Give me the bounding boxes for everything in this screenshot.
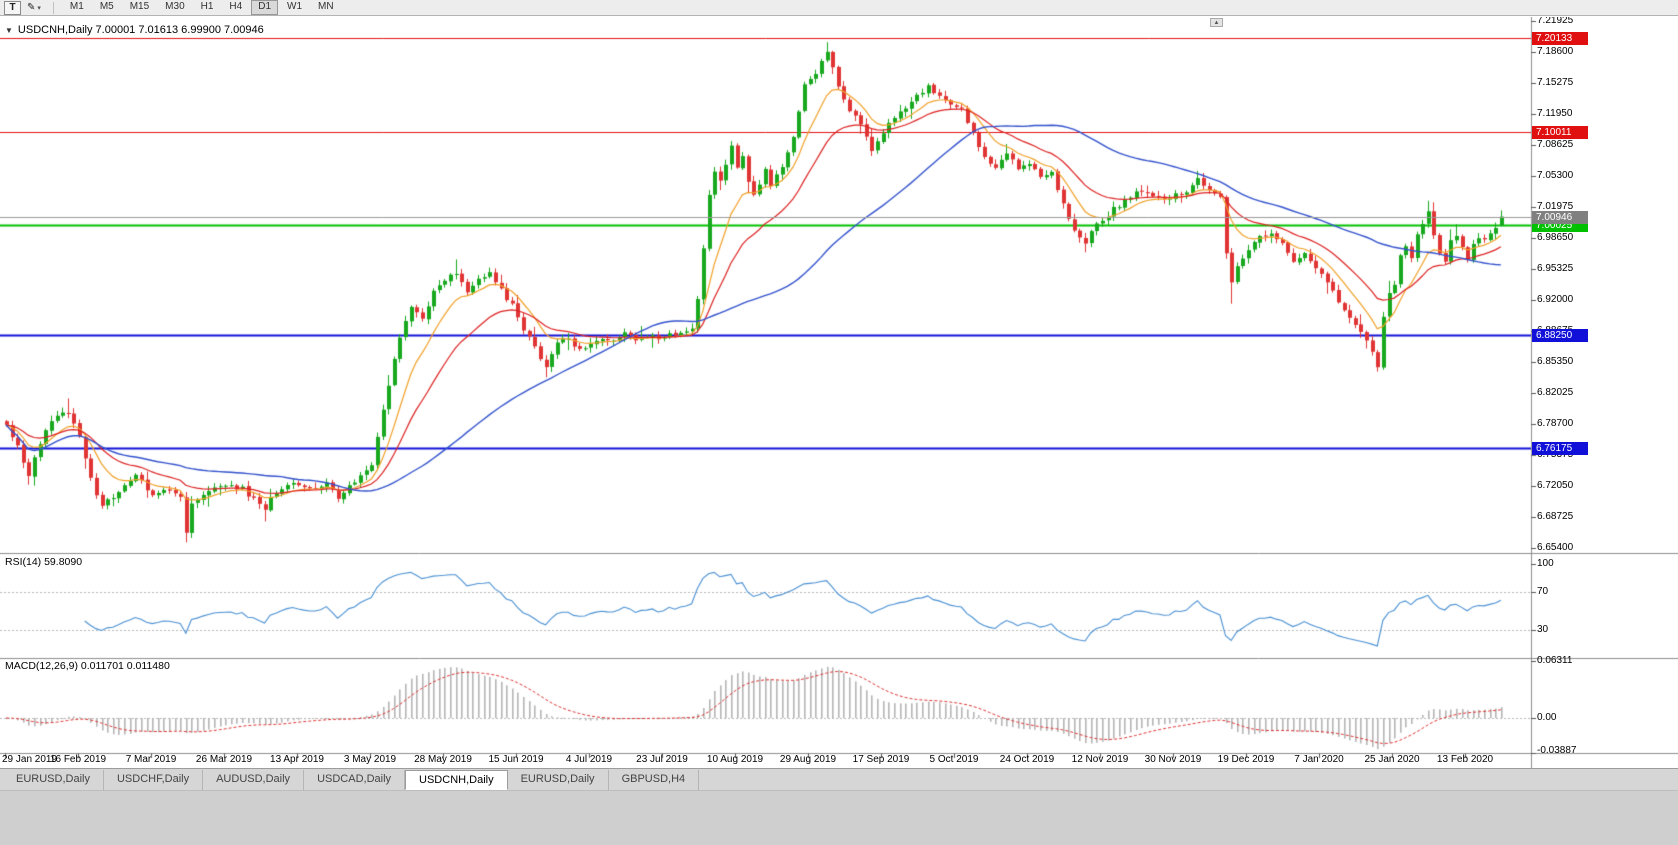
rsi-level-label: 30	[1537, 624, 1549, 635]
tab-6-gbpusd-h4[interactable]: GBPUSD,H4	[609, 770, 700, 790]
date-label: 30 Nov 2019	[1144, 754, 1202, 765]
symbol-ohlc-label: USDCNH,Daily 7.00001 7.01613 6.99900 7.0…	[17, 24, 264, 36]
rsi-level-label: 70	[1537, 586, 1549, 597]
price-tick-label: 6.95325	[1537, 263, 1574, 274]
one-click-trading-arrow-icon[interactable]: ▼	[5, 25, 13, 35]
pencil-icon: ✎	[27, 2, 36, 13]
toolbar-separator	[52, 1, 54, 14]
date-label: 3 May 2019	[343, 754, 397, 765]
toolbar: T ✎ ▾ M1 M5 M15 M30 H1 H4 D1 W1 MN	[0, 0, 1678, 16]
tab-5-eurusd-daily[interactable]: EURUSD,Daily	[508, 770, 609, 790]
dropdown-caret-icon: ▾	[37, 4, 41, 12]
date-label: 23 Jul 2019	[636, 754, 688, 765]
draw-tool-button[interactable]: ✎ ▾	[24, 2, 44, 13]
date-label: 29 Aug 2019	[779, 754, 837, 765]
timeframe-group: M1 M5 M15 M30 H1 H4 D1 W1 MN	[63, 0, 341, 15]
price-tag-support-lower[interactable]: 6.76175	[1532, 442, 1588, 455]
date-label: 7 Mar 2019	[125, 754, 177, 765]
scroll-up-icon[interactable]: ▲	[1210, 18, 1223, 27]
chart-region: ▼ USDCNH,Daily 7.00001 7.01613 6.99900 7…	[0, 17, 1678, 768]
date-label: 19 Dec 2019	[1217, 754, 1275, 765]
chart-title: ▼ USDCNH,Daily 7.00001 7.01613 6.99900 7…	[5, 24, 264, 36]
date-label: 10 Aug 2019	[706, 754, 764, 765]
price-tag-resistance[interactable]: 7.10011	[1532, 126, 1588, 139]
rsi-indicator-label: RSI(14) 59.8090	[5, 556, 83, 568]
price-tag-support[interactable]: 6.88250	[1532, 329, 1588, 342]
tab-0-eurusd-daily[interactable]: EURUSD,Daily	[3, 770, 104, 790]
timeframe-w1[interactable]: W1	[287, 1, 303, 12]
price-tick-label: 7.05300	[1537, 170, 1574, 181]
timeframe-mn[interactable]: MN	[318, 1, 334, 12]
date-label: 7 Jan 2020	[1294, 754, 1344, 765]
date-label: 13 Apr 2019	[270, 754, 324, 765]
price-tick-label: 6.82025	[1537, 387, 1574, 398]
price-tick-label: 7.18600	[1537, 46, 1574, 57]
tab-1-usdchf-daily[interactable]: USDCHF,Daily	[104, 770, 204, 790]
price-tick-label: 7.01975	[1537, 201, 1574, 212]
price-tick-label: 7.21925	[1537, 17, 1574, 26]
price-tick-label: 7.08625	[1537, 139, 1574, 150]
text-tool-button[interactable]: T	[4, 0, 21, 15]
date-label: 13 Feb 2020	[1436, 754, 1494, 765]
status-area	[0, 790, 1678, 845]
date-label: 17 Sep 2019	[852, 754, 910, 765]
date-label: 25 Jan 2020	[1364, 754, 1420, 765]
date-label: 5 Oct 2019	[929, 754, 979, 765]
price-tick-label: 6.65400	[1537, 542, 1574, 553]
price-tick-label: 6.85350	[1537, 356, 1574, 367]
timeframe-m5[interactable]: M5	[99, 1, 114, 12]
date-label: 29 Jan 2019	[2, 754, 58, 765]
timeframe-m15[interactable]: M15	[129, 1, 150, 12]
tab-2-audusd-daily[interactable]: AUDUSD,Daily	[203, 770, 305, 790]
price-tick-label: 6.68725	[1537, 511, 1574, 522]
macd-scale-label: 0.00	[1537, 712, 1557, 723]
price-chart-canvas[interactable]	[0, 17, 1678, 768]
price-tag-bid[interactable]: 7.00946	[1532, 211, 1588, 224]
timeframe-m30[interactable]: M30	[165, 1, 185, 12]
tab-3-usdcad-daily[interactable]: USDCAD,Daily	[304, 770, 406, 790]
macd-indicator-label: MACD(12,26,9) 0.011701 0.011480	[5, 660, 170, 672]
price-tick-label: 6.72050	[1537, 480, 1574, 491]
price-tick-label: 6.78700	[1537, 418, 1574, 429]
timeframe-h1[interactable]: H1	[200, 1, 214, 12]
price-tick-label: 6.92000	[1537, 294, 1574, 305]
macd-scale-label: 0.06311	[1537, 655, 1573, 666]
tab-4-usdcnh-daily[interactable]: USDCNH,Daily	[405, 770, 508, 790]
price-tag-resistance-upper[interactable]: 7.20133	[1532, 32, 1588, 45]
macd-scale-label: -0.03887	[1537, 745, 1577, 756]
timeframe-m1[interactable]: M1	[69, 1, 84, 12]
date-label: 12 Nov 2019	[1071, 754, 1129, 765]
date-label: 4 Jul 2019	[565, 754, 613, 765]
date-label: 16 Feb 2019	[49, 754, 107, 765]
price-tick-label: 6.98650	[1537, 232, 1574, 243]
rsi-level-label: 100	[1537, 558, 1554, 569]
date-label: 24 Oct 2019	[999, 754, 1055, 765]
date-label: 15 Jun 2019	[488, 754, 544, 765]
timeframe-d1[interactable]: D1	[251, 0, 279, 15]
timeframe-h4[interactable]: H4	[229, 1, 243, 12]
price-tick-label: 7.15275	[1537, 77, 1574, 88]
date-label: 26 Mar 2019	[195, 754, 253, 765]
price-tick-label: 7.11950	[1537, 108, 1573, 119]
date-label: 28 May 2019	[414, 754, 472, 765]
chart-tabs: EURUSD,Daily USDCHF,Daily AUDUSD,Daily USDC…	[0, 768, 1678, 790]
